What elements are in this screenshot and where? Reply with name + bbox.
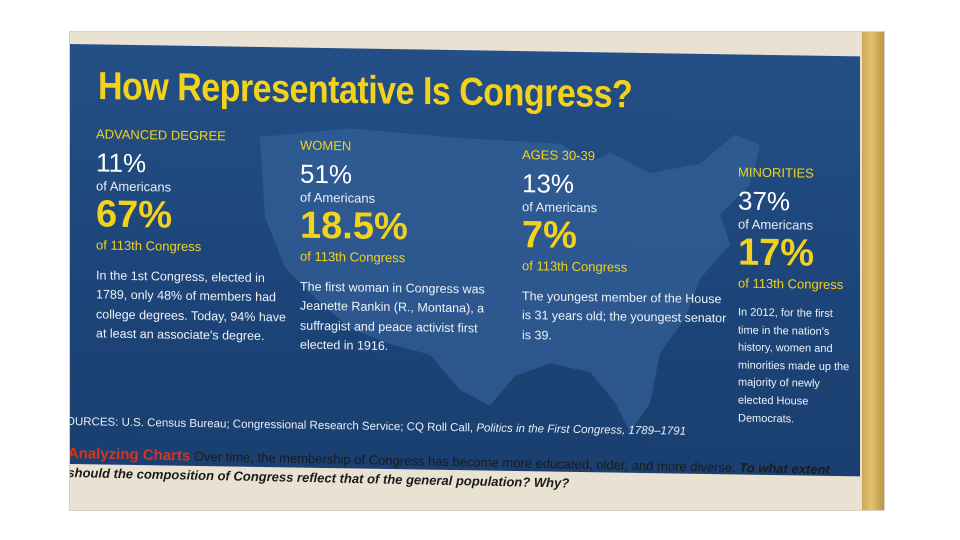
us-stat: 13%	[522, 168, 575, 199]
book-edge	[862, 32, 884, 510]
us-map-silhouette	[260, 128, 760, 433]
congress-stat: 7%	[522, 214, 577, 257]
infographic-panel: How Representative Is Congress? ADVANCED…	[70, 44, 860, 477]
column-women: WOMEN 51% of Americans 18.5% of 113th Co…	[300, 138, 510, 359]
congress-caption: of 113th Congress	[96, 237, 202, 255]
us-stat: 51%	[300, 158, 353, 190]
congress-stat: 18.5%	[300, 204, 408, 249]
column-note: In the 1st Congress, elected in 1789, on…	[96, 268, 286, 344]
column-note: The first woman in Congress was Jeanette…	[300, 279, 485, 354]
congress-caption: of 113th Congress	[738, 275, 844, 293]
column-advanced-degree: ADVANCED DEGREE 11% of Americans 67% of …	[96, 126, 296, 347]
congress-caption: of 113th Congress	[300, 248, 406, 266]
column-label: AGES 30-39	[522, 147, 595, 164]
congress-stat: 17%	[738, 231, 815, 275]
us-stat: 11%	[96, 147, 147, 179]
textbook-photo: How Representative Is Congress? ADVANCED…	[70, 32, 884, 510]
column-note: The youngest member of the House is 31 y…	[522, 289, 727, 343]
column-label: ADVANCED DEGREE	[96, 126, 226, 144]
column-note: In 2012, for the first time in the natio…	[738, 306, 850, 425]
page-title: How Representative Is Congress?	[98, 64, 633, 117]
congress-stat: 67%	[96, 193, 173, 237]
column-label: WOMEN	[300, 137, 352, 154]
us-stat: 37%	[738, 185, 791, 217]
column-ages-30-39: AGES 30-39 13% of Americans 7% of 113th …	[522, 147, 727, 348]
congress-caption: of 113th Congress	[522, 258, 628, 275]
column-minorities: MINORITIES 37% of Americans 17% of 113th…	[738, 164, 853, 429]
column-label: MINORITIES	[738, 164, 814, 181]
analyzing-heading: Analyzing Charts	[70, 444, 191, 465]
